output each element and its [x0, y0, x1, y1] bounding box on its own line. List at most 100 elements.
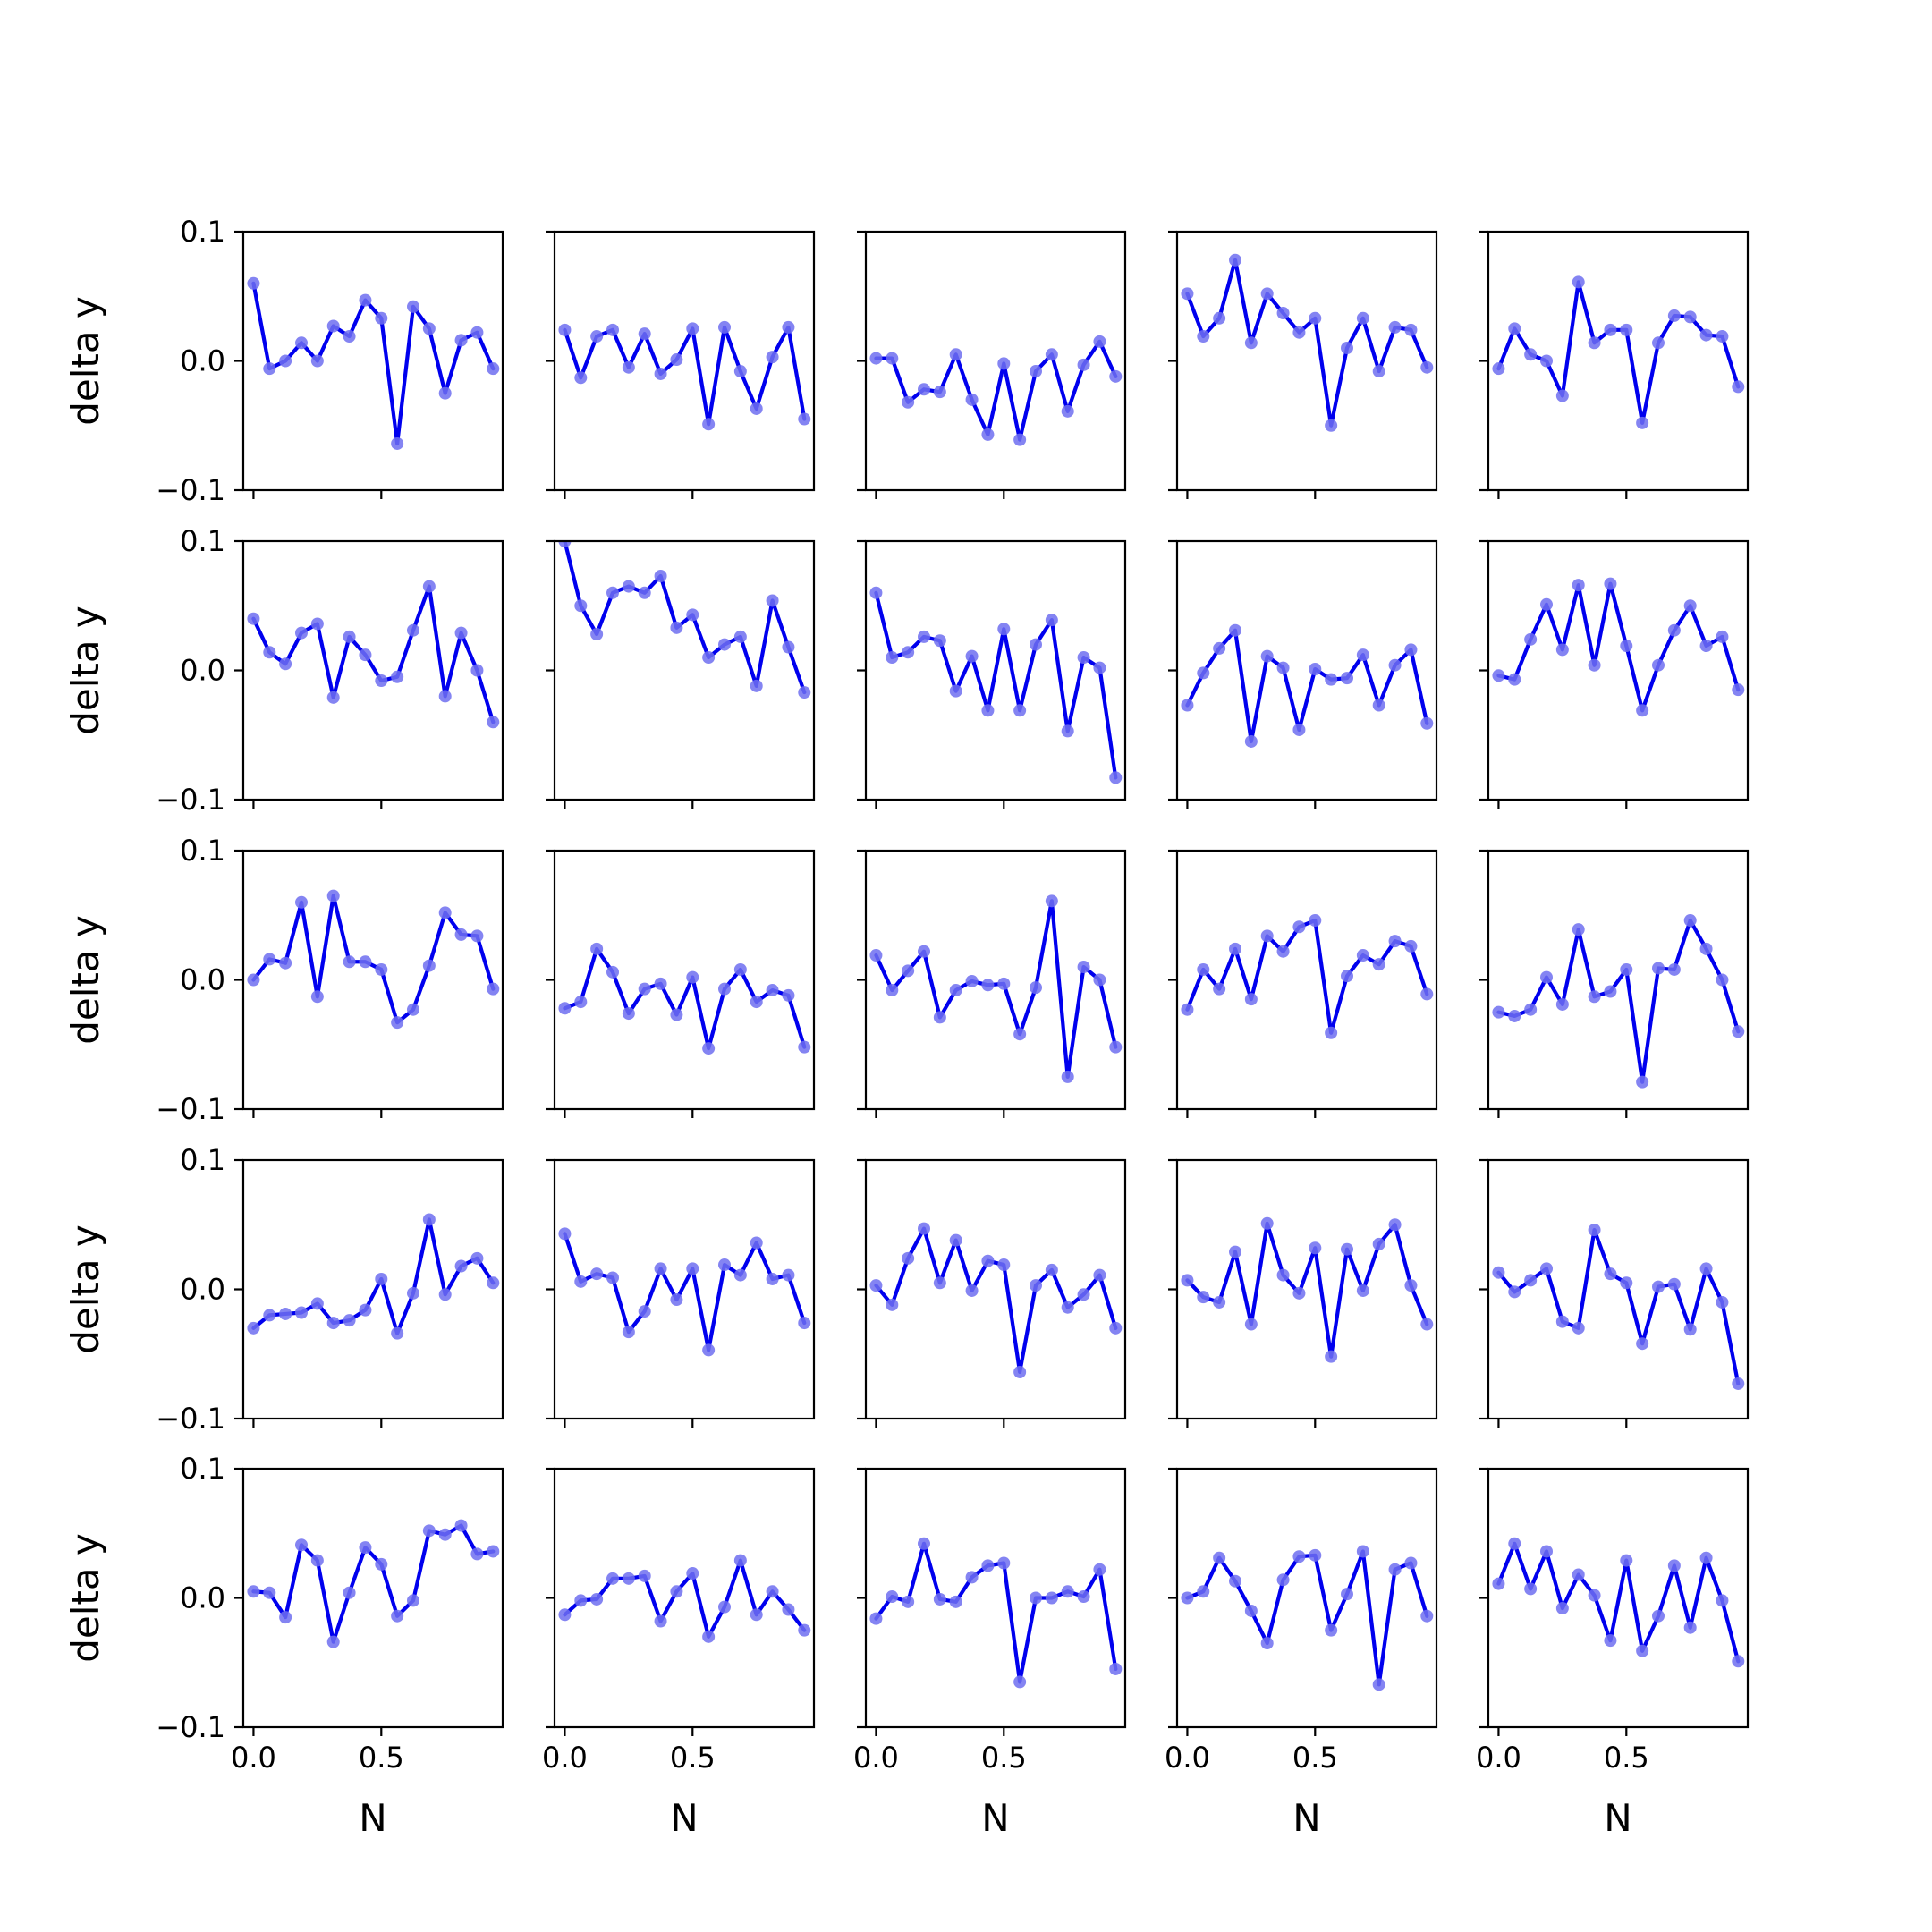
series-group — [558, 1554, 811, 1643]
y-tick-label: −0.1 — [156, 1092, 225, 1126]
data-point — [1404, 323, 1418, 336]
data-point — [622, 360, 635, 374]
data-point — [1276, 661, 1290, 674]
y-axis-label: delta y — [64, 1533, 107, 1663]
data-point — [343, 1314, 356, 1327]
data-point — [1732, 1025, 1745, 1038]
data-point — [1524, 1003, 1538, 1016]
data-point — [1109, 369, 1123, 383]
series-group — [1181, 253, 1434, 432]
data-point — [733, 630, 747, 643]
data-point — [590, 1592, 604, 1606]
data-point — [470, 929, 484, 943]
series-line — [563, 1232, 807, 1352]
data-point — [918, 630, 930, 643]
series-group — [1492, 275, 1745, 429]
data-point — [1572, 275, 1585, 289]
data-point — [1716, 1295, 1729, 1309]
data-point — [1620, 1276, 1633, 1290]
data-point — [263, 953, 276, 966]
data-point — [558, 1608, 572, 1622]
data-point — [438, 906, 452, 919]
data-point — [326, 691, 340, 704]
data-point — [933, 1276, 946, 1290]
data-point — [670, 1585, 683, 1598]
data-point — [391, 1609, 404, 1623]
data-point — [1292, 326, 1306, 339]
panel-r3-c1: −0.1 0.0 0.1 delta y — [64, 834, 504, 1126]
data-point — [1356, 949, 1369, 962]
series-line — [874, 1226, 1118, 1375]
data-point — [487, 1545, 500, 1558]
panel-r1-c4 — [1168, 230, 1438, 499]
panel-r4-c4 — [1168, 1158, 1438, 1428]
data-point — [1077, 1288, 1090, 1301]
data-point — [1109, 771, 1123, 784]
data-point — [918, 1222, 930, 1235]
data-point — [670, 353, 683, 367]
data-point — [750, 1608, 763, 1622]
data-point — [1244, 734, 1258, 748]
data-point — [981, 1559, 995, 1572]
data-point — [997, 357, 1011, 370]
data-point — [1077, 1590, 1090, 1604]
data-point — [997, 1258, 1011, 1272]
series-line — [874, 590, 1118, 780]
data-point — [1699, 1262, 1713, 1275]
panel-r1-c3 — [857, 230, 1127, 499]
data-point — [1356, 1545, 1369, 1558]
data-point — [1260, 1216, 1274, 1230]
data-point — [1667, 1277, 1681, 1291]
data-point — [718, 982, 731, 996]
data-point — [279, 956, 292, 970]
data-point — [1572, 1568, 1585, 1581]
data-point — [1181, 1003, 1194, 1016]
data-point — [1197, 330, 1210, 343]
data-point — [1540, 1545, 1553, 1558]
data-point — [1620, 323, 1633, 336]
data-point — [1732, 683, 1745, 697]
data-point — [470, 1251, 484, 1265]
data-point — [1197, 962, 1210, 976]
data-point — [798, 686, 811, 699]
data-point — [918, 383, 930, 396]
data-point — [375, 1272, 388, 1285]
data-point — [766, 1272, 779, 1285]
data-point — [622, 580, 635, 593]
panel-r5-c3: 0.0 0.5 N — [853, 1467, 1127, 1840]
data-point — [438, 1288, 452, 1301]
x-tick-label: 0.5 — [1292, 1741, 1338, 1775]
y-tick-label: −0.1 — [156, 1710, 225, 1744]
data-point — [981, 428, 995, 441]
data-point — [1341, 672, 1353, 685]
y-tick-label: 0.1 — [180, 215, 225, 249]
series-line — [251, 1217, 496, 1335]
data-point — [750, 402, 763, 415]
data-point — [1341, 342, 1353, 355]
data-point — [1045, 348, 1058, 361]
panel-r3-c4 — [1168, 849, 1438, 1118]
series-line — [874, 339, 1118, 442]
data-point — [782, 320, 795, 334]
data-point — [733, 962, 747, 976]
data-point — [1061, 724, 1074, 738]
data-point — [1013, 1028, 1027, 1041]
data-point — [326, 319, 340, 333]
panel-r5-c2: 0.0 0.5 N — [542, 1467, 816, 1840]
data-point — [1388, 320, 1402, 334]
data-point — [454, 334, 468, 347]
data-point — [1325, 1026, 1338, 1039]
data-point — [1061, 1585, 1074, 1598]
data-point — [1030, 638, 1042, 651]
data-point — [750, 1236, 763, 1250]
series-group — [1492, 577, 1745, 717]
data-point — [1013, 1365, 1027, 1378]
data-point — [654, 1614, 667, 1628]
series-line — [563, 325, 807, 427]
data-point — [1045, 1591, 1058, 1605]
data-point — [310, 990, 324, 1004]
data-point — [574, 371, 588, 385]
data-point — [902, 1251, 915, 1265]
data-point — [1667, 623, 1681, 637]
